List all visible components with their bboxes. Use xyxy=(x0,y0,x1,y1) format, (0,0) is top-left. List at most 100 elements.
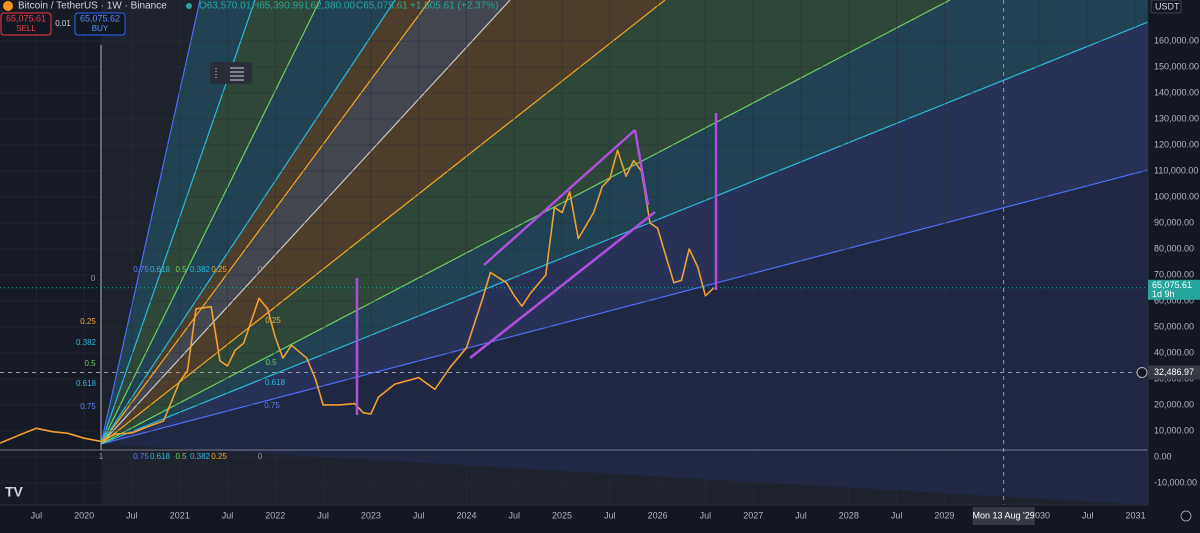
fan-ray xyxy=(100,0,511,445)
x-tick-label: 2022 xyxy=(265,510,285,520)
y-tick-label: 160,000.00 xyxy=(1154,35,1199,45)
y-tick-label: 110,000.00 xyxy=(1154,165,1198,175)
y-tick-label: 20,000.00 xyxy=(1154,399,1194,409)
x-tick-label: Jul xyxy=(509,510,521,520)
fan-level-label: 0.25 xyxy=(211,452,227,461)
x-tick-label: Jul xyxy=(891,510,903,520)
fan-level-label: 0.618 xyxy=(150,265,171,274)
last-price-label: 65,075.61 xyxy=(1152,280,1192,290)
x-tick-label: 2031 xyxy=(1126,510,1146,520)
x-tick-label: 2030 xyxy=(1030,510,1050,520)
fan-level-label: 0.618 xyxy=(150,452,171,461)
settings-icon[interactable] xyxy=(1180,510,1192,522)
currency-box[interactable] xyxy=(1150,0,1182,14)
sell-label: SELL xyxy=(16,24,36,33)
fan-level-label: 0.382 xyxy=(76,338,97,347)
x-tick-label: Jul xyxy=(700,510,712,520)
fan-level-label: 0.25 xyxy=(80,317,96,326)
y-tick-label: 50,000.00 xyxy=(1154,321,1194,331)
crosshair-y-label: 32,486.97 xyxy=(1154,367,1194,377)
spread: 0.01 xyxy=(55,19,71,28)
channel-line xyxy=(483,129,636,266)
crosshair-plus xyxy=(1136,366,1148,378)
purple-drawings xyxy=(355,113,718,415)
coin-icon xyxy=(3,1,13,11)
fan-zone xyxy=(101,170,1148,505)
ohlc-close: C65,075.61 xyxy=(356,1,408,12)
series-layer xyxy=(0,149,1148,444)
ohlc-high: H65,390.99 xyxy=(252,1,304,12)
x-tick-label: Jul xyxy=(31,510,43,520)
x-tick-label: 2027 xyxy=(743,510,763,520)
price-line xyxy=(0,149,715,444)
x-tick-label: Jul xyxy=(604,510,616,520)
status-dot xyxy=(186,3,192,9)
price-axis xyxy=(1148,0,1200,528)
fan-ray xyxy=(100,0,201,445)
y-tick-label: 150,000.00 xyxy=(1154,61,1199,71)
fan-level-label: 0.382 xyxy=(190,452,211,461)
y-tick-label: 40,000.00 xyxy=(1154,347,1194,357)
buy-button[interactable] xyxy=(74,12,126,36)
fan-level-label: 0 xyxy=(258,452,263,461)
fan-level-label: 0.618 xyxy=(265,378,286,387)
y-tick-label: 140,000.00 xyxy=(1154,87,1199,97)
fan-level-label: 0.25 xyxy=(265,316,281,325)
y-tick-label: 80,000.00 xyxy=(1154,243,1194,253)
time-axis xyxy=(0,505,1148,528)
fan-ray xyxy=(100,0,431,445)
fan-ray xyxy=(100,0,666,445)
symbol-title: Bitcoin / TetherUS · 1W · Binance xyxy=(18,1,167,12)
logo: TV xyxy=(5,484,24,500)
x-tick-label: Jul xyxy=(126,510,138,520)
x-tick-label: Jul xyxy=(413,510,425,520)
plot-left-shade xyxy=(0,0,101,505)
y-tick-label: 70,000.00 xyxy=(1154,269,1194,279)
fan-level-label: 0 xyxy=(258,265,263,274)
x-tick-label: 2026 xyxy=(648,510,668,520)
fan-zone xyxy=(101,0,1148,444)
drawing-toolbar[interactable] xyxy=(210,62,252,84)
x-tick-label: Jul xyxy=(222,510,234,520)
x-tick-label: Jul xyxy=(795,510,807,520)
sell-price: 65,075.61 xyxy=(6,13,46,23)
x-tick-label: 2020 xyxy=(74,510,94,520)
ohlc-open: O63,570.01 xyxy=(199,1,252,12)
fan-level-label: 0.5 xyxy=(175,452,187,461)
currency: USDT xyxy=(1155,1,1180,11)
fan-level-label: 0.5 xyxy=(175,265,187,274)
fan-level-label: 0.75 xyxy=(80,402,96,411)
y-tick-label: 60,000.00 xyxy=(1154,295,1194,305)
channel-line xyxy=(633,129,650,206)
fan-level-label: 0.382 xyxy=(190,265,211,274)
y-tick-label: 0.00 xyxy=(1154,451,1172,461)
fan-labels: 0.75 0.618 0.5 0.382 0.25 000.250.3820.50.618… xyxy=(76,265,286,461)
last-price-box xyxy=(1148,279,1200,300)
fan-ray xyxy=(100,0,396,445)
fan-ray xyxy=(100,0,951,445)
sell-button[interactable] xyxy=(0,12,52,36)
fan-level-label: 1 xyxy=(99,452,104,461)
x-tick-label: 2023 xyxy=(361,510,381,520)
ohlc-low: L62,380.00 xyxy=(305,1,355,12)
y-tick-label: 130,000.00 xyxy=(1154,113,1199,123)
fan-level-label: 0.75 xyxy=(133,265,149,274)
x-tick-label: Jul xyxy=(317,510,329,520)
fan-level-label: 0 xyxy=(91,274,96,283)
crosshair-y-box xyxy=(1148,365,1200,380)
crosshair-x-box xyxy=(972,507,1035,525)
x-tick-label: 2029 xyxy=(934,510,954,520)
x-tick-label: 2024 xyxy=(456,510,476,520)
ohlc-change: +1,505.61 (+2.37%) xyxy=(410,1,498,12)
x-tick-label: 2028 xyxy=(839,510,859,520)
y-tick-label: 120,000.00 xyxy=(1154,139,1199,149)
fan-level-label: 0.5 xyxy=(84,359,96,368)
axis-labels: -10,000.000.0010,000.0020,000.0030,000.0… xyxy=(31,35,1200,525)
fan-level-label: 0.5 xyxy=(265,358,277,367)
buy-price: 65,075.62 xyxy=(80,13,120,23)
y-tick-label: 100,000.00 xyxy=(1154,191,1199,201)
y-tick-label: 90,000.00 xyxy=(1154,217,1194,227)
countdown: 1d 9h xyxy=(1152,289,1175,299)
channel-line xyxy=(469,211,656,359)
